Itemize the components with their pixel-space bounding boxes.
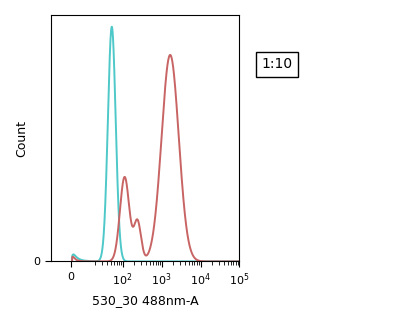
Y-axis label: Count: Count xyxy=(15,120,28,157)
X-axis label: 530_30 488nm-A: 530_30 488nm-A xyxy=(92,294,198,307)
Text: 1:10: 1:10 xyxy=(262,57,293,71)
